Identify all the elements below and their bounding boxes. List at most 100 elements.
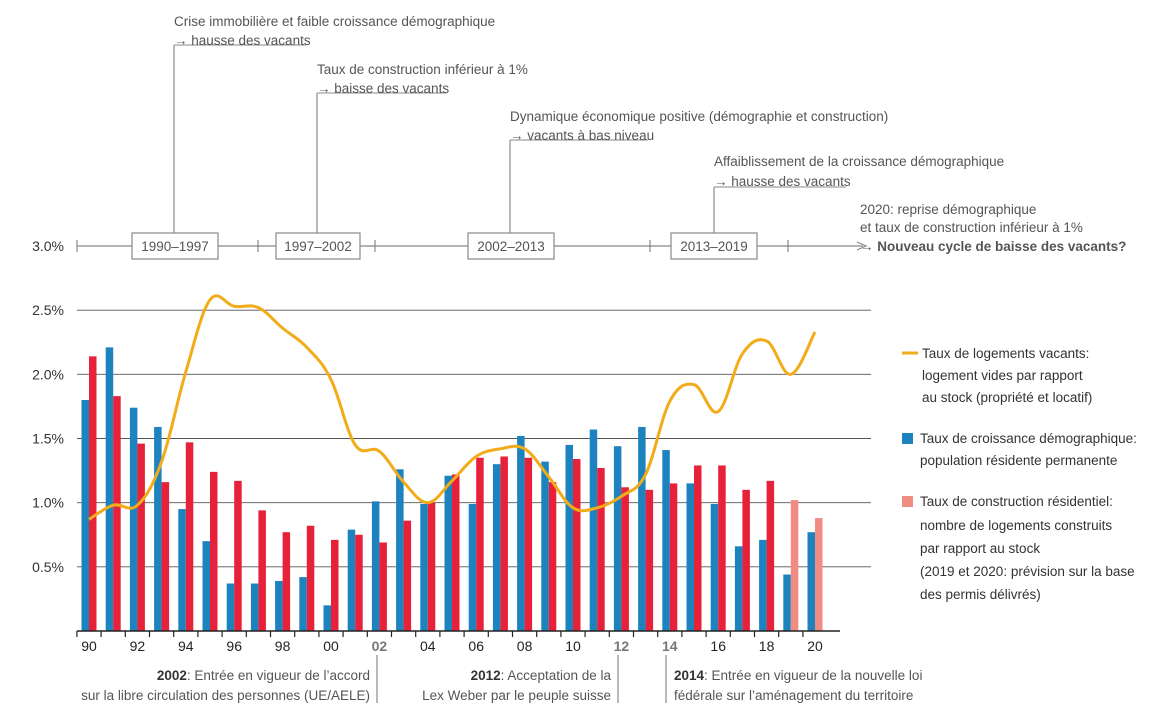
period-note-line1: Crise immobilière et faible croissance d… <box>174 14 495 29</box>
bar-population <box>783 574 791 631</box>
bar-construction <box>742 489 750 631</box>
x-tick-label: 02 <box>372 638 388 654</box>
note-year: 2014 <box>674 668 705 683</box>
x-tick-label: 90 <box>81 638 97 654</box>
note-text: : Entrée en vigueur de l’accord <box>187 668 370 683</box>
timeline: Crise immobilière et faible croissance d… <box>76 14 1126 260</box>
bar-population <box>420 503 428 631</box>
period-note-line1: Affaiblissement de la croissance démogra… <box>714 154 1004 169</box>
bar-population <box>468 503 477 631</box>
vacancy-rate-line <box>88 294 817 521</box>
bar-construction <box>645 489 654 631</box>
bar-population <box>444 475 452 631</box>
bar-construction <box>113 396 121 631</box>
bar-construction <box>355 534 363 631</box>
bar-construction <box>669 483 678 631</box>
x-tick-label: 10 <box>565 638 581 654</box>
bar-population <box>541 461 549 631</box>
x-tick-label: 08 <box>517 638 533 654</box>
bar-construction <box>161 482 170 631</box>
bar-construction <box>573 459 581 631</box>
period-box <box>275 232 361 260</box>
bar-construction <box>137 443 145 631</box>
bar-construction <box>403 520 412 631</box>
note-year: 2012 <box>471 668 501 683</box>
legend-line1: Taux de logements vacants: <box>922 346 1089 361</box>
bar-population <box>662 450 670 631</box>
note-line1: 2014: Entrée en vigueur de la nouvelle l… <box>674 668 922 683</box>
note-text: : Acceptation de la <box>501 668 612 683</box>
bar-population <box>807 532 815 631</box>
bar-construction <box>306 525 315 631</box>
bar-population <box>613 446 622 631</box>
x-tick-label: 20 <box>807 638 823 654</box>
period-note-line2: → hausse des vacants <box>714 174 851 189</box>
bar-construction <box>766 480 775 631</box>
legend-bar-swatch <box>902 433 913 444</box>
bar-population <box>129 407 138 631</box>
period-note-line2: → baisse des vacants <box>317 81 449 96</box>
y-tick-label: 2.5% <box>32 302 64 318</box>
bar-population <box>686 483 694 631</box>
period-box <box>467 232 555 260</box>
x-tick-label: 18 <box>759 638 775 654</box>
bar-population <box>589 429 598 631</box>
bar-construction <box>548 482 557 631</box>
bars <box>81 347 823 631</box>
bar-construction <box>234 480 242 631</box>
bar-construction <box>597 468 605 631</box>
bar-construction <box>694 465 702 631</box>
legend-bar-swatch <box>902 496 913 507</box>
note-line1: 2012: Acceptation de la <box>471 668 612 683</box>
note-line2: fédérale sur l’aménagement du territoire <box>674 688 913 703</box>
x-tick-label: 00 <box>323 638 339 654</box>
bar-construction <box>210 471 218 631</box>
bar-population <box>202 541 210 631</box>
bar-population <box>178 509 186 631</box>
period-label: 2002–2013 <box>477 239 545 254</box>
bar-population <box>299 577 307 631</box>
y-tick-label: 1.5% <box>32 431 64 447</box>
bar-construction <box>476 457 484 631</box>
vacancy-line-group <box>88 294 817 521</box>
bar-population <box>734 546 743 631</box>
bar-population <box>371 501 380 631</box>
bottom-notes: 2002: Entrée en vigueur de l’accord sur … <box>81 655 922 703</box>
period-box <box>670 232 758 260</box>
bar-construction <box>500 456 508 631</box>
x-tick-label: 96 <box>226 638 242 654</box>
bar-population <box>759 539 767 631</box>
bar-construction-forecast <box>815 518 823 631</box>
bar-construction <box>185 442 194 631</box>
timeline-arrow-icon <box>856 241 868 251</box>
x-tick-label: 14 <box>662 638 678 654</box>
legend-line1: Taux de croissance démographique: <box>920 431 1137 446</box>
note-line2: Lex Weber par le peuple suisse <box>422 688 611 703</box>
bar-population <box>323 605 331 631</box>
bar-population <box>517 435 525 631</box>
legend-line2: population résidente permanente <box>920 453 1117 468</box>
bar-population <box>105 347 114 631</box>
legend-line5: des permis délivrés) <box>920 587 1041 602</box>
y-tick-label: 0.5% <box>32 559 64 575</box>
legend-line3: par rapport au stock <box>920 541 1040 556</box>
bar-construction <box>524 457 533 631</box>
legend-line1: Taux de construction résidentiel: <box>920 494 1113 509</box>
bar-construction <box>427 502 436 631</box>
y-tick-label: 3.0% <box>32 238 64 254</box>
bar-population <box>250 583 259 631</box>
bar-construction <box>718 465 726 631</box>
bar-population <box>81 400 89 631</box>
legend-line2: logement vides par rapport <box>922 368 1083 383</box>
note-year: 2002 <box>157 668 187 683</box>
legend-line2: nombre de logements construits <box>920 518 1112 533</box>
bar-construction <box>379 542 387 631</box>
legend-line4: (2019 et 2020: prévision sur la base <box>920 564 1135 579</box>
final-note-line3: → Nouveau cycle de baisse des vacants? <box>860 239 1126 254</box>
x-axis-ticks: 90 92 94 96 98 00 02 04 06 08 10 12 14 16 18 20 <box>76 631 823 654</box>
x-tick-label: 06 <box>468 638 484 654</box>
bar-construction <box>258 510 266 631</box>
period-box <box>131 232 219 260</box>
legend: Taux de logements vacants: logement vide… <box>902 346 1137 602</box>
bar-population <box>638 426 646 631</box>
